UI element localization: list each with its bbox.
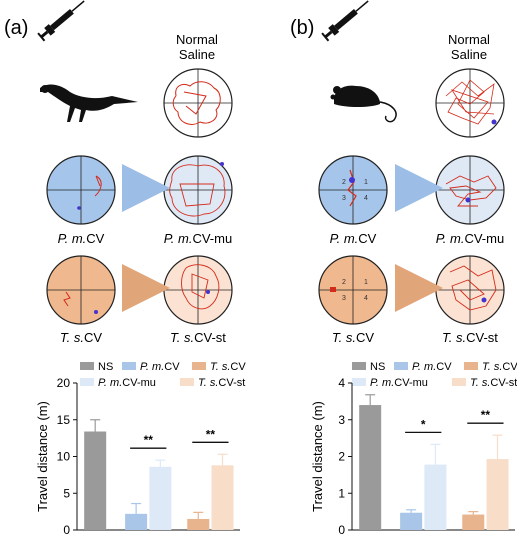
bar-PmCV xyxy=(400,512,423,530)
significance-label: ** xyxy=(206,427,216,441)
caption-ts-cv-st-b: T. s.CV-st xyxy=(442,330,498,345)
legend-label: P. m.CV xyxy=(140,361,180,373)
legend-label: NS xyxy=(370,361,385,373)
svg-text:4: 4 xyxy=(364,195,368,202)
legend-label: P. m.CV-mu xyxy=(98,377,156,389)
caption-pm-cv-mu-a: P. m.CV-mu xyxy=(164,231,232,246)
caption-ts-cv-b: T. s.CV xyxy=(332,330,374,345)
panel-b: (b) Normal Saline xyxy=(290,0,517,537)
legend-swatch xyxy=(394,362,408,370)
caption-pm-cv-mu-b: P. m.CV-mu xyxy=(436,231,504,246)
panel-label-a: (a) xyxy=(4,17,28,39)
arena-ts-cv-st-b xyxy=(435,255,505,325)
arena-pm-cv-mu-b xyxy=(435,155,505,225)
y-tick-label: 3 xyxy=(338,413,345,427)
legend-label: T. s.CV xyxy=(482,361,517,373)
y-tick-label: 10 xyxy=(57,450,71,464)
legend-swatch xyxy=(192,362,206,370)
arena-pm-cv-mu-a xyxy=(163,155,233,225)
control-title-line1-a: Normal xyxy=(176,32,218,47)
legend-label: P. m.CV-mu xyxy=(370,377,428,389)
svg-text:3: 3 xyxy=(342,195,346,202)
panel-label-b: (b) xyxy=(290,17,314,39)
arena-pm-cv-b: 1 2 3 4 xyxy=(318,155,388,225)
arena-ts-cv-a xyxy=(46,255,116,325)
bar-chart-a: NS P. m.CV T. s.CV P. m.CV-mu T. s.CV-st 0 5 10… xyxy=(35,361,246,537)
control-title-line1-b: Normal xyxy=(448,32,490,47)
legend-swatch xyxy=(452,378,466,386)
bar-NS xyxy=(359,405,382,530)
mouse-silhouette-icon xyxy=(330,85,397,123)
legend-swatch xyxy=(80,362,94,370)
bar-PmCVmu xyxy=(149,466,172,530)
bar-NS xyxy=(84,431,107,530)
arena-control-b xyxy=(435,68,505,138)
y-tick-label: 4 xyxy=(338,376,345,390)
legend-swatch xyxy=(80,378,94,386)
legend-swatch xyxy=(464,362,478,370)
caption-pm-cv-a: P. m.CV xyxy=(58,231,105,246)
bar-PmCV xyxy=(125,513,148,530)
y-tick-label: 0 xyxy=(63,523,70,537)
caption-ts-cv-st-a: T. s.CV-st xyxy=(170,330,226,345)
y-tick-label: 15 xyxy=(57,413,71,427)
y-tick-label: 0 xyxy=(338,523,345,537)
arena-control-a xyxy=(163,68,233,138)
panel-a: (a) Normal Saline xyxy=(4,0,246,537)
y-axis-label: Travel distance (m) xyxy=(35,401,50,512)
bar-TsCV xyxy=(187,518,210,530)
svg-text:4: 4 xyxy=(364,295,368,302)
control-title-line2-a: Saline xyxy=(179,47,215,62)
legend-label: P. m.CV xyxy=(412,361,452,373)
svg-text:2: 2 xyxy=(342,279,346,286)
legend-label: T. s.CV-st xyxy=(470,377,517,389)
bird-silhouette-icon xyxy=(40,84,138,122)
significance-label: ** xyxy=(144,433,154,447)
svg-text:3: 3 xyxy=(342,295,346,302)
y-tick-label: 20 xyxy=(57,376,71,390)
caption-pm-cv-b: P. m.CV xyxy=(330,231,377,246)
svg-text:2: 2 xyxy=(342,179,346,186)
significance-label: * xyxy=(421,417,426,431)
y-axis-label: Travel distance (m) xyxy=(310,401,325,512)
bar-PmCVmu xyxy=(424,464,447,530)
caption-ts-cv-a: T. s.CV xyxy=(60,330,102,345)
y-tick-label: 5 xyxy=(63,486,70,500)
svg-text:1: 1 xyxy=(364,279,368,286)
arena-ts-cv-b: 1 2 3 4 xyxy=(318,255,388,325)
legend-label: T. s.CV xyxy=(210,361,246,373)
y-tick-label: 1 xyxy=(338,486,345,500)
syringe-icon xyxy=(321,0,369,42)
legend-swatch xyxy=(122,362,136,370)
control-title-line2-b: Saline xyxy=(451,47,487,62)
syringe-icon xyxy=(37,0,85,42)
bar-TsCVst xyxy=(486,459,509,530)
legend-swatch xyxy=(352,378,366,386)
legend-swatch xyxy=(180,378,194,386)
legend-label: NS xyxy=(98,361,113,373)
bar-chart-b: NS P. m.CV T. s.CV P. m.CV-mu T. s.CV-st 0 1 2 3… xyxy=(310,361,517,537)
svg-text:1: 1 xyxy=(364,179,368,186)
significance-label: ** xyxy=(481,408,491,422)
arena-ts-cv-st-a xyxy=(163,255,233,325)
y-tick-label: 2 xyxy=(338,450,345,464)
legend-label: T. s.CV-st xyxy=(198,377,245,389)
legend-swatch xyxy=(352,362,366,370)
bar-TsCV xyxy=(462,514,485,530)
arena-pm-cv-a xyxy=(46,155,116,225)
bar-TsCVst xyxy=(211,465,234,530)
